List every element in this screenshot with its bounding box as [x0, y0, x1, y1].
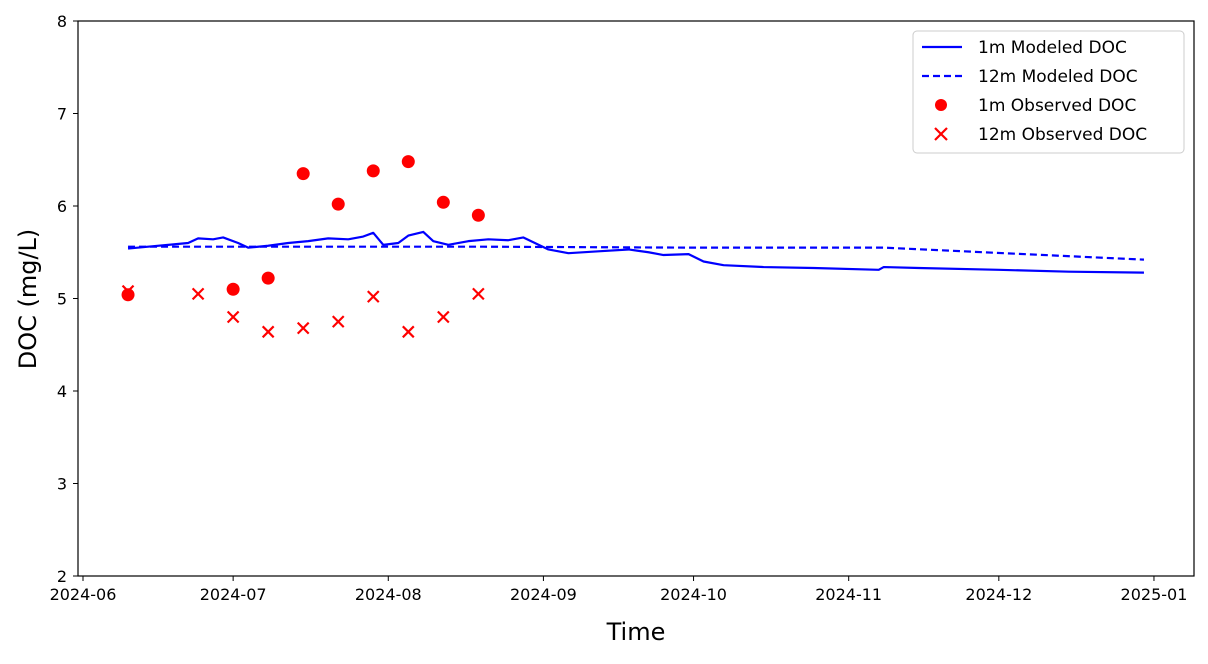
point-1m-observed-doc: [226, 282, 240, 296]
legend-label-1m-observed: 1m Observed DOC: [978, 96, 1136, 116]
legend: 1m Modeled DOC 12m Modeled DOC 1m Observ…: [912, 30, 1185, 154]
point-1m-observed-doc: [121, 288, 135, 302]
point-12m-observed-doc: [366, 290, 380, 303]
y-tick-label: 6: [57, 197, 67, 216]
legend-swatch-12m-observed: [934, 127, 948, 141]
y-tick-label: 7: [57, 105, 67, 124]
point-12m-observed-doc: [437, 310, 450, 324]
x-tick-label: 2024-12: [965, 585, 1032, 604]
point-12m-observed-doc: [402, 325, 415, 339]
y-tick-label: 3: [57, 475, 67, 494]
x-tick-label: 2024-07: [200, 585, 267, 604]
y-tick-label: 8: [57, 12, 67, 31]
x-tick-label: 2024-09: [510, 585, 577, 604]
point-12m-observed-doc: [296, 321, 310, 335]
legend-box: [912, 30, 1185, 154]
legend-label-12m-observed: 12m Observed DOC: [978, 125, 1147, 145]
series-line-12m-modeled-doc: [128, 245, 1145, 261]
point-12m-observed-doc: [261, 325, 275, 339]
y-tick-label: 2: [57, 567, 67, 586]
y-tick-label: 4: [57, 382, 67, 401]
x-tick-label: 2025-01: [1121, 585, 1188, 604]
point-12m-observed-doc: [472, 287, 485, 301]
point-1m-observed-doc: [296, 167, 310, 181]
point-1m-observed-doc: [471, 208, 485, 222]
x-tick-label: 2024-08: [355, 585, 422, 604]
point-1m-observed-doc: [436, 195, 450, 209]
point-1m-observed-doc: [331, 197, 345, 211]
point-1m-observed-doc: [261, 271, 275, 285]
x-tick-label: 2024-11: [815, 585, 882, 604]
series-line-1m-modeled-doc: [127, 230, 1144, 274]
point-12m-observed-doc: [226, 310, 240, 324]
axes-layer: 2024-06 2024-07 2024-08 2024-09 2024-10 2024-…: [50, 12, 1188, 604]
point-12m-observed-doc: [121, 284, 135, 298]
y-axis-label: DOC (mg/L): [14, 229, 42, 370]
point-1m-observed-doc: [366, 164, 380, 178]
x-axis-label: Time: [606, 618, 666, 646]
y-tick-label: 5: [57, 290, 67, 309]
point-12m-observed-doc: [191, 287, 205, 301]
point-12m-observed-doc: [331, 315, 345, 328]
legend-label-12m-modeled: 12m Modeled DOC: [978, 67, 1138, 87]
legend-swatch-1m-observed: [935, 99, 947, 111]
series-layer: [121, 155, 1145, 339]
x-tick-label: 2024-06: [50, 585, 117, 604]
legend-label-1m-modeled: 1m Modeled DOC: [978, 38, 1127, 58]
x-tick-label: 2024-10: [660, 585, 727, 604]
point-1m-observed-doc: [401, 155, 415, 169]
